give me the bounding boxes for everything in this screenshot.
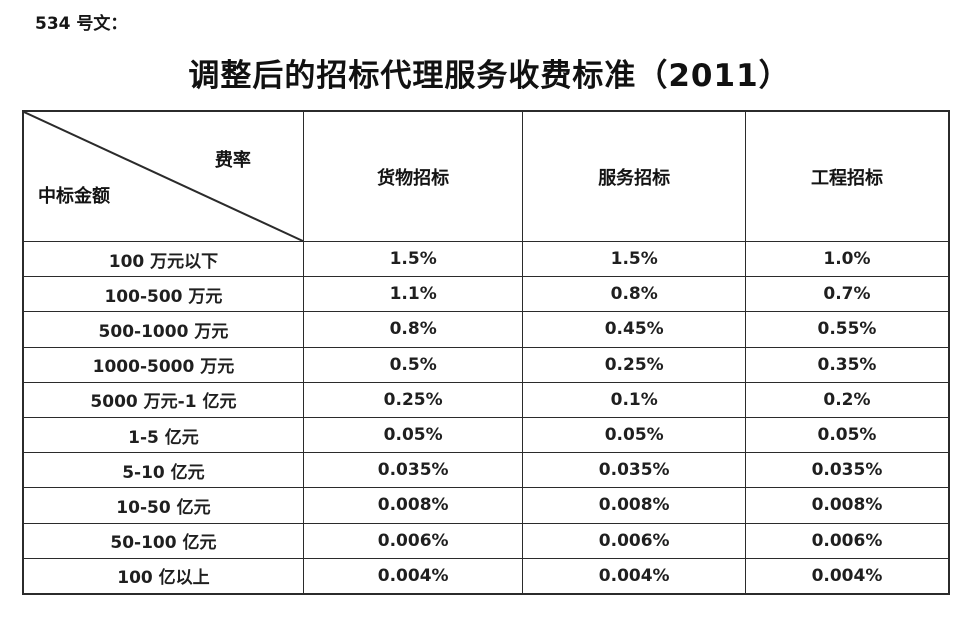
amount-cell: 50-100 亿元 — [22, 522, 304, 559]
table-row: 5-10 亿元 0.035% 0.035% 0.035% — [22, 452, 950, 489]
table-row: 100-500 万元 1.1% 0.8% 0.7% — [22, 276, 950, 313]
amount-cell: 100-500 万元 — [22, 276, 304, 313]
engineering-rate-cell: 1.0% — [744, 240, 950, 278]
engineering-rate-cell: 0.2% — [744, 381, 950, 418]
goods-rate-cell: 1.5% — [302, 240, 524, 278]
service-rate-cell: 0.45% — [522, 311, 746, 348]
engineering-rate-cell: 0.006% — [744, 522, 950, 559]
diagonal-divider-line — [24, 112, 303, 241]
goods-rate-cell: 0.25% — [302, 381, 524, 418]
table-row: 10-50 亿元 0.008% 0.008% 0.008% — [22, 487, 950, 524]
amount-cell: 5-10 亿元 — [22, 452, 304, 489]
table-row: 100 万元以下 1.5% 1.5% 1.0% — [22, 240, 950, 278]
column-header-goods: 货物招标 — [302, 110, 524, 242]
goods-rate-cell: 1.1% — [302, 276, 524, 313]
service-rate-cell: 0.004% — [522, 557, 746, 595]
amount-cell: 100 万元以下 — [22, 240, 304, 278]
table-row: 500-1000 万元 0.8% 0.45% 0.55% — [22, 311, 950, 348]
fee-rate-table: 费率 中标金额 货物招标 服务招标 工程招标 100 万元以下 1.5% 1.5… — [22, 110, 950, 595]
amount-cell: 1-5 亿元 — [22, 416, 304, 454]
amount-cell: 10-50 亿元 — [22, 487, 304, 524]
engineering-rate-cell: 0.05% — [744, 416, 950, 454]
fee-rate-table-container: 费率 中标金额 货物招标 服务招标 工程招标 100 万元以下 1.5% 1.5… — [22, 110, 950, 595]
goods-rate-cell: 0.006% — [302, 522, 524, 559]
doc-number-label: 534 号文： — [35, 14, 128, 34]
service-rate-cell: 0.006% — [522, 522, 746, 559]
table-header-row: 费率 中标金额 货物招标 服务招标 工程招标 — [22, 110, 950, 242]
service-rate-cell: 0.25% — [522, 346, 746, 383]
engineering-rate-cell: 0.008% — [744, 487, 950, 524]
service-rate-cell: 0.008% — [522, 487, 746, 524]
engineering-rate-cell: 0.35% — [744, 346, 950, 383]
service-rate-cell: 1.5% — [522, 240, 746, 278]
table-row: 1000-5000 万元 0.5% 0.25% 0.35% — [22, 346, 950, 383]
engineering-rate-cell: 0.004% — [744, 557, 950, 595]
diagonal-header-cell: 费率 中标金额 — [22, 110, 304, 242]
service-rate-cell: 0.05% — [522, 416, 746, 454]
goods-rate-cell: 0.035% — [302, 452, 524, 489]
engineering-rate-cell: 0.7% — [744, 276, 950, 313]
table-row: 50-100 亿元 0.006% 0.006% 0.006% — [22, 522, 950, 559]
table-row: 1-5 亿元 0.05% 0.05% 0.05% — [22, 416, 950, 454]
goods-rate-cell: 0.008% — [302, 487, 524, 524]
service-rate-cell: 0.035% — [522, 452, 746, 489]
goods-rate-cell: 0.004% — [302, 557, 524, 595]
page-title: 调整后的招标代理服务收费标准（2011） — [188, 58, 791, 94]
column-header-service: 服务招标 — [522, 110, 746, 242]
goods-rate-cell: 0.8% — [302, 311, 524, 348]
service-rate-cell: 0.1% — [522, 381, 746, 418]
amount-cell: 500-1000 万元 — [22, 311, 304, 348]
table-row: 100 亿以上 0.004% 0.004% 0.004% — [22, 557, 950, 595]
table-row: 5000 万元-1 亿元 0.25% 0.1% 0.2% — [22, 381, 950, 418]
engineering-rate-cell: 0.035% — [744, 452, 950, 489]
goods-rate-cell: 0.05% — [302, 416, 524, 454]
service-rate-cell: 0.8% — [522, 276, 746, 313]
column-header-engineering: 工程招标 — [744, 110, 950, 242]
amount-cell: 1000-5000 万元 — [22, 346, 304, 383]
amount-cell: 100 亿以上 — [22, 557, 304, 595]
goods-rate-cell: 0.5% — [302, 346, 524, 383]
corner-label-rate: 费率 — [214, 150, 251, 171]
engineering-rate-cell: 0.55% — [744, 311, 950, 348]
amount-cell: 5000 万元-1 亿元 — [22, 381, 304, 418]
corner-label-amount: 中标金额 — [38, 186, 110, 207]
